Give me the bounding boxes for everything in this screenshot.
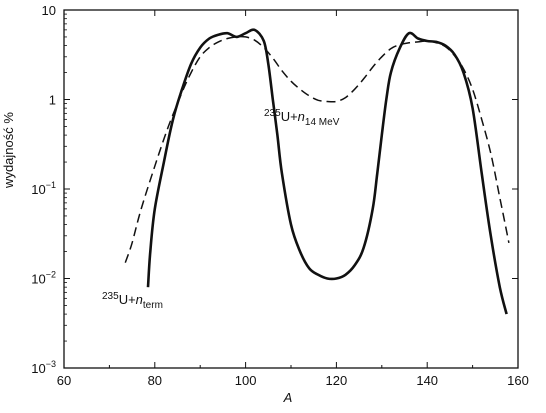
x-tick-label: 100: [235, 373, 257, 388]
x-tick-label: 140: [416, 373, 438, 388]
y-tick-label: 10−3: [31, 359, 56, 376]
series-label-14mev: 235U+n14 MeV: [264, 108, 340, 128]
y-tick-label: 10−2: [31, 270, 56, 287]
series-line-thermal: [146, 28, 508, 315]
tick-labels: 60 80 100 120 140 160 10 1 10−1 10−2 10−3: [31, 3, 529, 388]
series-annotations: 235U+nterm 235U+n14 MeV: [102, 108, 340, 311]
y-axis-label: wydajność %: [1, 112, 16, 189]
y-tick-label: 10−1: [31, 180, 56, 197]
x-tick-label: 60: [57, 373, 71, 388]
y-tick-label: 1: [49, 93, 56, 108]
x-tick-label: 80: [148, 373, 162, 388]
x-axis-label: A: [283, 390, 293, 405]
x-tick-label: 120: [326, 373, 348, 388]
x-tick-label: 160: [507, 373, 529, 388]
series-line-14mev: [124, 35, 510, 263]
y-tick-label: 10: [42, 3, 56, 18]
axis-ticks: [63, 9, 519, 369]
plot-frame: [63, 9, 519, 369]
series-layer: [124, 28, 510, 315]
series-label-thermal: 235U+nterm: [102, 291, 163, 311]
